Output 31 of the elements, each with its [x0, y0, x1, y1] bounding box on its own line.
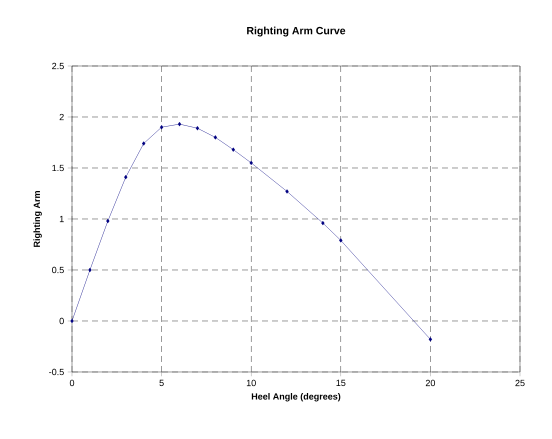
y-axis-title: Righting Arm — [33, 191, 42, 247]
point — [321, 220, 325, 226]
y-tick-label: 0.5 — [52, 266, 64, 274]
point — [428, 337, 432, 342]
point — [339, 238, 342, 243]
y-tick-label: 1 — [60, 216, 64, 222]
point — [285, 189, 289, 194]
y-tick-label: 0 — [60, 318, 64, 324]
point — [70, 318, 74, 324]
x-tick-label: 15 — [336, 380, 346, 386]
point — [160, 124, 164, 130]
x-tick-label: 20 — [426, 380, 436, 386]
point — [88, 268, 92, 272]
y-tick-label: 1.5 — [52, 164, 64, 172]
y-tick-label: 2 — [60, 114, 64, 120]
point — [196, 126, 200, 130]
point — [142, 141, 146, 146]
x-axis-title: Heel Angle (degrees) — [252, 393, 340, 402]
x-tick-label: 25 — [515, 380, 525, 386]
point — [178, 122, 182, 126]
point — [214, 135, 218, 140]
point — [232, 147, 235, 152]
chart-title: Righting Arm Curve — [247, 26, 346, 36]
x-tick-label: 0 — [70, 380, 74, 386]
y-tick-label: -0.5 — [49, 368, 64, 376]
point — [124, 174, 128, 180]
x-tick-label: 5 — [159, 380, 164, 386]
point — [106, 218, 110, 224]
y-tick-label: 2.5 — [52, 62, 64, 70]
x-tick-label: 10 — [246, 380, 256, 386]
point — [250, 160, 253, 166]
